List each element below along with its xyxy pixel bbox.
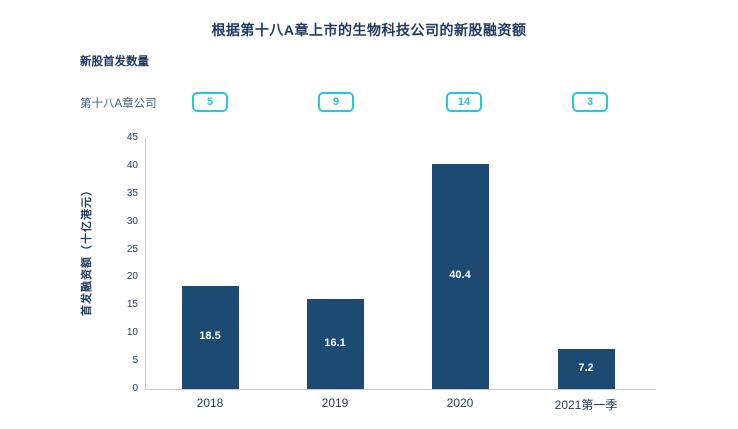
y-tick-label: 5 [132,355,138,367]
bar-value-label: 7.2 [578,361,594,374]
listing-count-badge: 3 [572,92,608,112]
bar-2018 [181,285,239,389]
y-tick-label: 40 [126,159,138,171]
listing-count-badge: 9 [318,92,354,112]
bar-2019 [306,299,364,389]
chart-title: 根据第十八A章上市的生物科技公司的新股融资额 [211,22,527,38]
ipo-counts-heading: 新股首发数量 [80,56,149,68]
x-axis-label-2021第一季: 2021第一季 [554,398,618,412]
y-axis-title: 首发融资额（十亿港元） [81,184,93,316]
x-axis-line [145,389,656,390]
y-tick-label: 10 [126,327,138,339]
bar-value-label: 18.5 [199,330,221,343]
listing-count-badge: 14 [446,92,482,112]
bar-2021第一季 [557,348,615,389]
y-tick-label: 15 [126,299,138,311]
y-axis-line [145,138,146,389]
y-tick-label: 30 [126,215,138,227]
y-tick-label: 25 [126,243,138,255]
bar-value-label: 16.1 [324,337,346,350]
x-axis-label-2019: 2019 [321,396,349,410]
y-tick-label: 35 [126,187,138,199]
y-tick-label: 20 [126,271,138,283]
chapter-18a-row-label: 第十八A章公司 [80,98,157,110]
bar-value-label: 40.4 [449,269,471,282]
bar-2020 [431,163,489,389]
y-tick-label: 45 [126,132,138,143]
x-axis-label-2018: 2018 [196,396,224,410]
x-axis-label-2020: 2020 [446,396,474,410]
y-tick-label: 0 [132,383,138,394]
listing-count-badge: 5 [192,92,228,112]
